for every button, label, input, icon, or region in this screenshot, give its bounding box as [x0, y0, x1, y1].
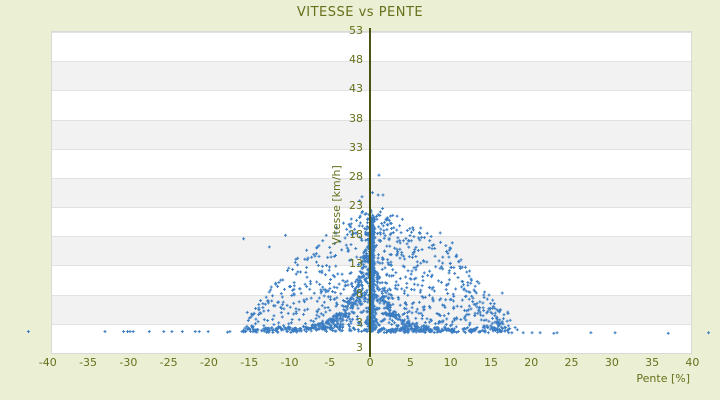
y-tick-label: 8 [356, 286, 363, 300]
y-axis-end-label: 3 [356, 341, 363, 354]
x-tick-label: -40 [38, 356, 57, 369]
x-tick-label: 25 [564, 356, 579, 369]
x-tick-label: -15 [240, 356, 259, 369]
x-tick-label: -5 [324, 356, 336, 369]
y-tick-label: 33 [349, 140, 363, 154]
x-tick-label: 20 [524, 356, 539, 369]
y-tick-label: 38 [349, 111, 363, 125]
y-tick-label: 18 [349, 228, 363, 242]
x-tick-label: 15 [483, 356, 498, 369]
y-tick-label: 23 [349, 199, 363, 213]
y-tick-label: 43 [349, 82, 363, 96]
x-tick-label: -20 [199, 356, 218, 369]
x-tick-label: 10 [443, 356, 458, 369]
y-axis-title: Vitesse [km/h] [330, 165, 343, 245]
x-axis-title: Pente [%] [636, 372, 690, 385]
x-tick-label: 0 [366, 356, 374, 369]
x-tick-label: -35 [79, 356, 98, 369]
x-tick-label: -25 [159, 356, 178, 369]
y-tick-label: 53 [349, 24, 363, 37]
x-tick-label: 35 [645, 356, 660, 369]
x-tick-label: -30 [119, 356, 138, 369]
y-tick-label: 3 [356, 315, 363, 329]
y-axis-line [369, 28, 371, 357]
x-tick-label: 30 [604, 356, 619, 369]
y-tick-label: 28 [349, 169, 363, 183]
y-tick-label: 48 [349, 53, 363, 67]
y-tick-label: 13 [349, 257, 363, 271]
x-tick-label: 40 [685, 356, 700, 369]
x-tick-label: -10 [280, 356, 299, 369]
x-tick-label: 5 [406, 356, 414, 369]
